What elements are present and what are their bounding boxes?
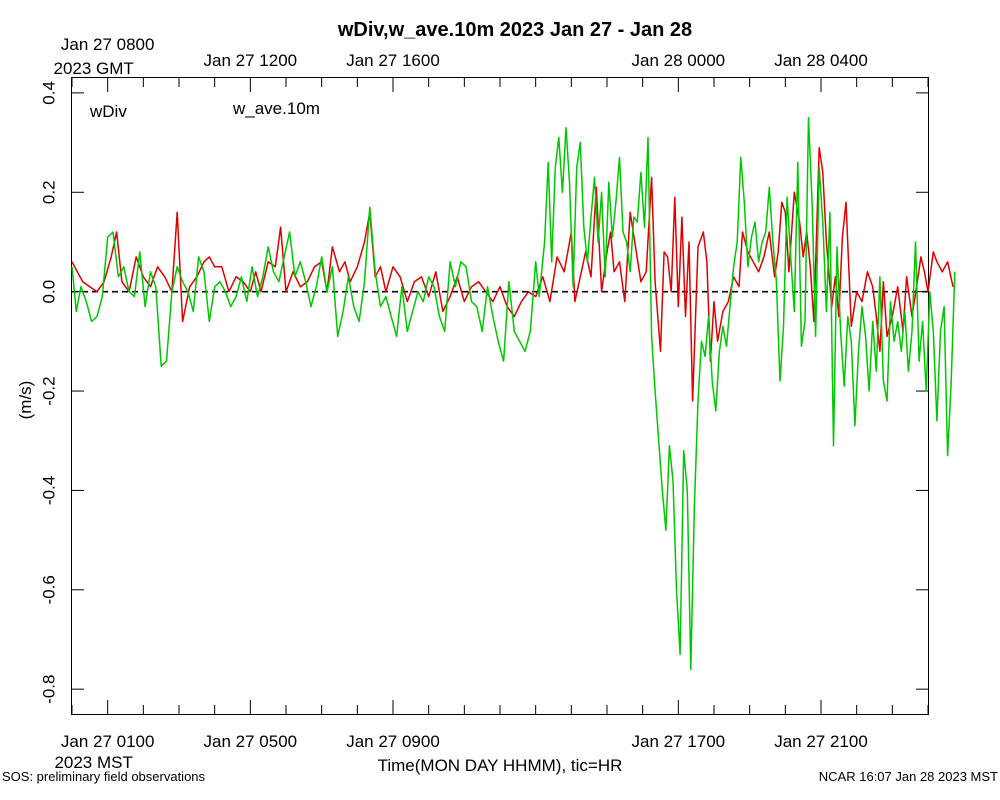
y-tick-label: 0.2 <box>39 180 58 204</box>
top-axis-label: Jan 28 0000 <box>632 51 726 70</box>
y-tick-label: -0.2 <box>39 376 58 405</box>
bottom-axis-label: Jan 27 0900 <box>346 732 440 751</box>
y-tick-label: -0.6 <box>39 575 58 604</box>
top-axis-label: Jan 27 1600 <box>346 51 440 70</box>
y-tick-label: -0.8 <box>39 675 58 704</box>
x-axis-ticks <box>71 78 929 714</box>
y-tick-label: 0.4 <box>39 81 58 105</box>
bottom-axis-label: Jan 27 1700 <box>632 732 726 751</box>
x-axis-label: Time(MON DAY HHMM), tic=HR <box>378 756 623 775</box>
top-axis-label: Jan 27 1200 <box>204 51 298 70</box>
y-axis-label: (m/s) <box>16 381 35 420</box>
y-tick-label: -0.4 <box>39 476 58 505</box>
y-axis-ticks: 0.4 0.2 0.0 -0.2 -0.4 -0.6 -0.8 <box>39 81 928 704</box>
top-axis-labels: Jan 27 0800 2023 GMT Jan 27 1200 Jan 27 160… <box>54 35 868 78</box>
chart-title: wDiv,w_ave.10m 2023 Jan 27 - Jan 28 <box>337 19 692 41</box>
bottom-axis-labels: Jan 27 0100 2023 MST Jan 27 0500 Jan 27 090… <box>54 732 867 772</box>
series-line-w-ave-10m <box>71 117 956 671</box>
top-axis-label: Jan 27 0800 <box>61 35 155 54</box>
bottom-axis-label-line2: 2023 MST <box>54 753 132 772</box>
plot-frame <box>71 77 929 715</box>
bottom-axis-label: Jan 27 0500 <box>204 732 298 751</box>
legend: wDiv w_ave.10m <box>89 99 320 121</box>
legend-w-ave-10m: w_ave.10m <box>232 99 320 118</box>
footer-right: NCAR 16:07 Jan 28 2023 MST <box>819 769 998 784</box>
bottom-axis-label: Jan 27 2100 <box>774 732 868 751</box>
top-axis-label-line2: 2023 GMT <box>54 59 134 78</box>
y-tick-label: 0.0 <box>39 280 58 304</box>
bottom-axis-label: Jan 27 0100 <box>61 732 155 751</box>
series-group <box>71 117 956 671</box>
footer-left: SOS: preliminary field observations <box>2 769 206 784</box>
top-axis-label: Jan 28 0400 <box>774 51 868 70</box>
legend-wdiv: wDiv <box>89 102 127 121</box>
